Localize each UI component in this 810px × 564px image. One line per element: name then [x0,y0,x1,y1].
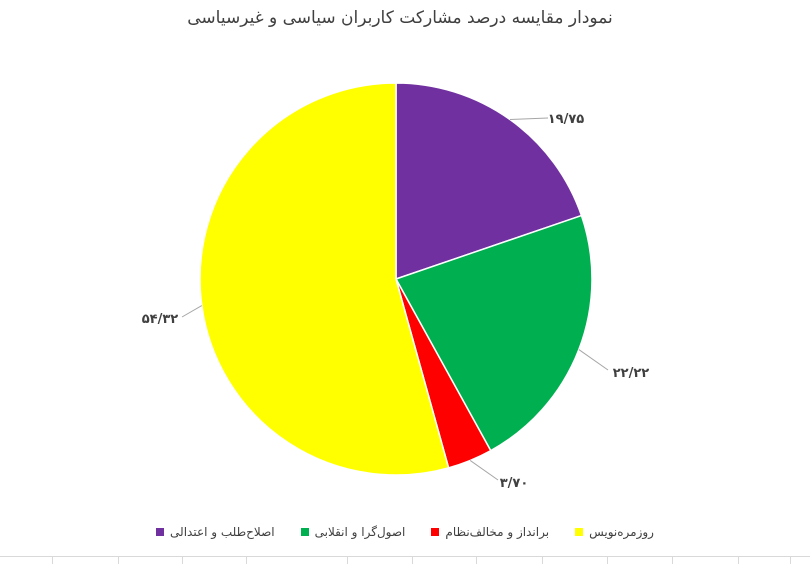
legend-item-red: برانداز و مخالف‌نظام [431,525,549,539]
data-labels: ۱۹/۷۵ ۲۲/۲۲ ۳/۷۰ ۵۴/۳۲ [142,112,650,491]
data-label-red: ۳/۷۰ [500,476,529,491]
legend-item-yellow: روزمره‌نویس [575,525,654,539]
leader-line-red [469,460,499,481]
leader-line-green [578,349,609,371]
data-label-yellow: ۵۴/۳۲ [142,312,179,327]
legend: اصلاح‌طلب و اعتدالی اصول‌گرا و انقلابی برا… [0,525,810,539]
legend-swatch-red [431,528,440,536]
legend-label-green: اصول‌گرا و انقلابی [314,525,406,539]
sheet-gridline [0,556,810,564]
grid-tick [738,557,739,564]
legend-label-purple: اصلاح‌طلب و اعتدالی [170,525,275,539]
grid-tick [542,557,543,564]
leader-line-purple [509,117,549,121]
legend-label-yellow: روزمره‌نویس [589,525,654,539]
data-label-purple: ۱۹/۷۵ [548,112,585,127]
legend-item-green: اصول‌گرا و انقلابی [300,525,406,539]
pie-slice-yellow [199,82,450,476]
legend-item-purple: اصلاح‌طلب و اعتدالی [156,525,275,539]
legend-label-red: برانداز و مخالف‌نظام [445,525,550,539]
leader-lines [181,117,609,481]
legend-swatch-green [300,528,309,536]
grid-tick [790,557,791,564]
grid-tick [246,557,247,564]
leader-line-yellow [181,305,203,318]
legend-swatch-yellow [575,528,584,536]
grid-tick [607,557,608,564]
grid-tick [476,557,477,564]
pie-slices [199,82,593,476]
chart-title: نمودار مقایسه درصد مشارکت کاربران سیاسی … [187,8,613,28]
pie-chart: ۱۹/۷۵ ۲۲/۲۲ ۳/۷۰ ۵۴/۳۲ [142,82,650,491]
grid-tick [182,557,183,564]
pie-slice-purple [395,82,583,281]
legend-swatch-purple [156,528,165,536]
grid-tick [347,557,348,564]
grid-tick [412,557,413,564]
grid-tick [52,557,53,564]
grid-tick [672,557,673,564]
data-label-green: ۲۲/۲۲ [613,366,650,381]
grid-tick [118,557,119,564]
